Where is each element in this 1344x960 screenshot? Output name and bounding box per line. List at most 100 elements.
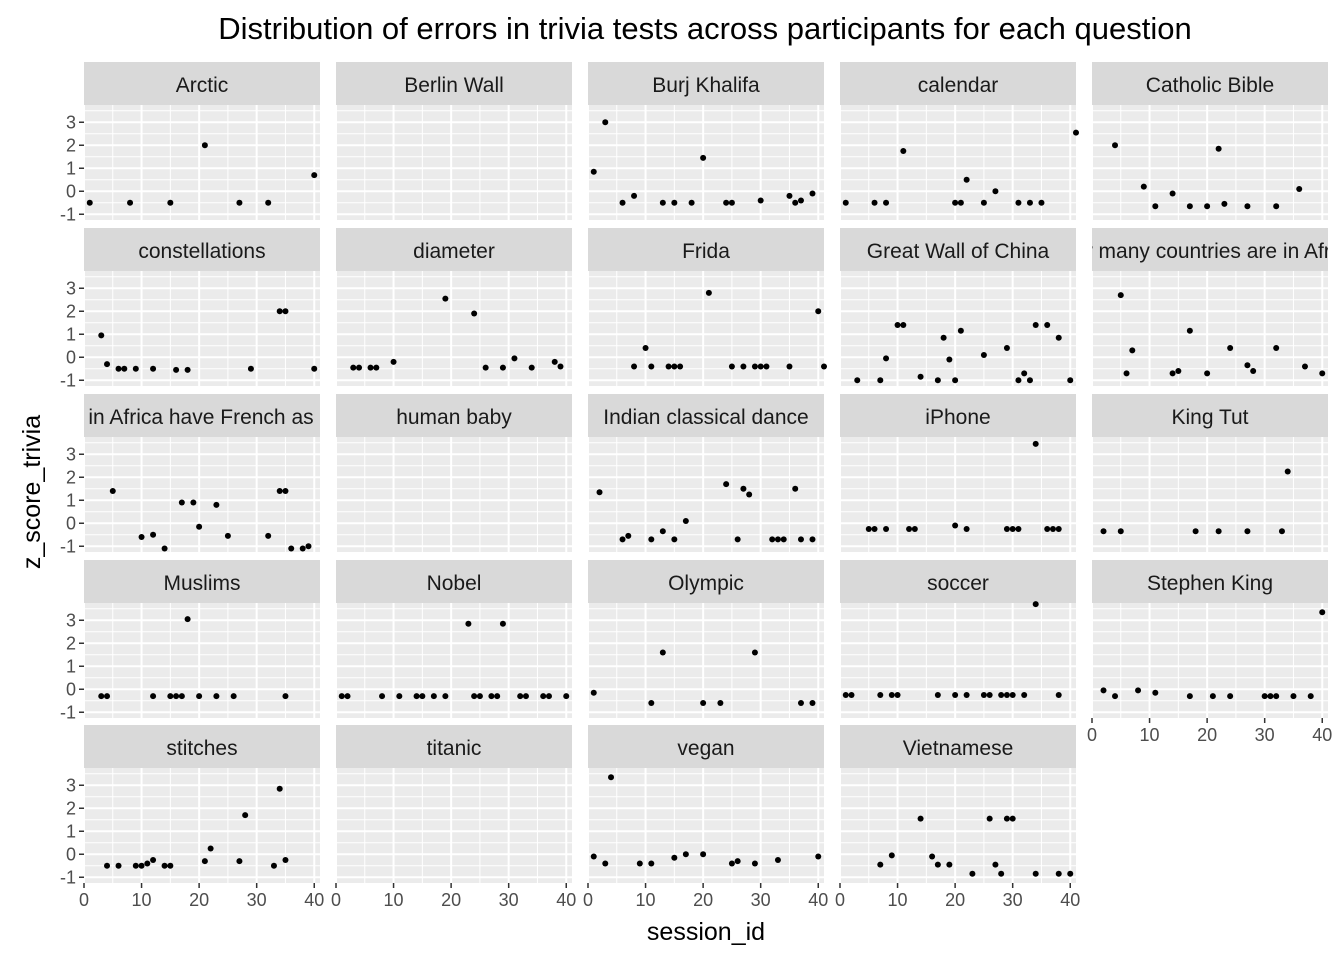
data-point: [1307, 693, 1314, 700]
data-point: [471, 693, 478, 700]
data-point: [648, 363, 655, 370]
facet-strip: [336, 560, 572, 603]
data-point: [865, 526, 872, 532]
data-point: [1278, 528, 1285, 535]
data-point: [917, 373, 924, 380]
data-point: [1067, 870, 1074, 877]
data-point: [150, 693, 157, 700]
data-point: [1021, 370, 1028, 377]
x-tick-label: 20: [945, 890, 965, 910]
data-point: [115, 862, 122, 869]
data-point: [952, 377, 959, 384]
data-point: [757, 197, 764, 204]
data-point: [1267, 693, 1274, 700]
data-point: [184, 616, 191, 623]
data-point: [167, 862, 174, 869]
data-point: [545, 693, 552, 700]
data-point: [419, 693, 426, 700]
data-point: [642, 345, 649, 352]
data-point: [1073, 129, 1079, 136]
data-point: [740, 485, 747, 492]
data-point: [1319, 609, 1326, 616]
y-tick-label: 1: [66, 324, 76, 344]
x-tick-label: 0: [79, 890, 89, 910]
data-point: [1244, 528, 1251, 535]
data-point: [952, 199, 959, 206]
data-point: [792, 485, 799, 492]
data-point: [751, 860, 758, 867]
data-point: [751, 363, 758, 370]
facet-panel: Arctic -1 0 1 2 3: [60, 62, 320, 224]
x-tick-label: 40: [304, 890, 324, 910]
data-point: [276, 488, 283, 495]
data-point: [946, 861, 953, 868]
data-point: [1117, 292, 1124, 299]
data-point: [390, 358, 397, 365]
facet-strip: [588, 560, 824, 603]
facet-strip: [84, 725, 320, 768]
data-point: [705, 289, 712, 296]
data-point: [127, 199, 134, 206]
y-tick-label: 2: [66, 135, 76, 155]
data-point: [659, 528, 666, 535]
data-point: [471, 310, 478, 317]
data-point: [734, 536, 741, 543]
data-point: [671, 536, 678, 543]
data-point: [1100, 687, 1107, 694]
data-point: [906, 526, 913, 532]
x-tick-label: 0: [1087, 725, 1097, 745]
x-tick-label: 0: [583, 890, 593, 910]
data-point: [196, 523, 203, 530]
data-point: [1135, 687, 1142, 694]
data-point: [311, 365, 318, 372]
data-point: [659, 199, 666, 206]
data-point: [1015, 377, 1022, 384]
data-point: [797, 197, 804, 204]
data-point: [247, 365, 254, 372]
data-point: [774, 857, 781, 863]
facet-panel: iPhone: [839, 394, 1076, 552]
data-point: [700, 154, 707, 161]
panel-background: [840, 271, 1076, 386]
data-point: [167, 693, 174, 700]
panel-background: [588, 768, 824, 883]
data-point: [224, 532, 231, 539]
data-point: [551, 358, 558, 365]
x-tick-label: 30: [499, 890, 519, 910]
data-point: [740, 363, 747, 370]
facet-label: Berlin Wall: [404, 74, 504, 97]
data-point: [522, 693, 529, 700]
data-point: [282, 693, 289, 700]
x-tick-label: 40: [1312, 725, 1332, 745]
data-point: [396, 693, 403, 700]
x-tick-label: 40: [1060, 890, 1080, 910]
x-tick-label: 20: [1197, 725, 1217, 745]
data-point: [1009, 526, 1016, 532]
panel-background: [1092, 437, 1328, 552]
panel-background: [840, 603, 1076, 718]
y-tick-label: 3: [66, 278, 76, 298]
data-point: [270, 862, 277, 869]
y-tick-label: -1: [60, 204, 76, 224]
data-point: [728, 199, 735, 206]
data-point: [1296, 185, 1303, 192]
data-point: [1273, 345, 1280, 352]
data-point: [877, 692, 884, 698]
facet-label: soccer: [927, 572, 989, 595]
data-point: [883, 526, 890, 532]
data-point: [842, 199, 849, 206]
x-tick-label: 20: [693, 890, 713, 910]
panel-background: [1092, 105, 1328, 220]
data-point: [213, 693, 220, 700]
data-point: [648, 536, 655, 543]
data-point: [1032, 601, 1039, 608]
data-point: [590, 689, 597, 696]
facet-panel: Burj Khalifa: [587, 62, 824, 220]
data-point: [367, 364, 374, 371]
data-point: [115, 365, 122, 372]
data-point: [602, 860, 609, 867]
data-point: [980, 692, 987, 698]
data-point: [563, 693, 570, 700]
data-point: [700, 700, 707, 707]
